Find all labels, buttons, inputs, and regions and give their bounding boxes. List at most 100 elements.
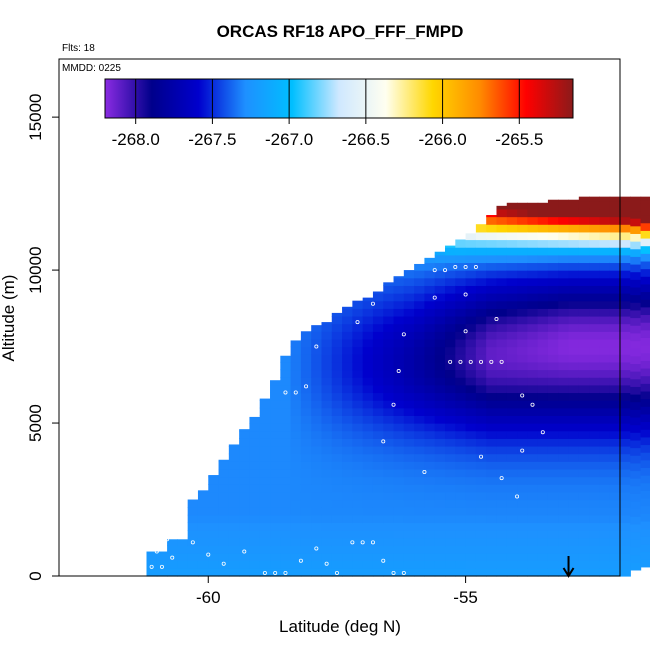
heatmap-cell — [558, 377, 570, 386]
heatmap-cell — [259, 407, 271, 416]
heatmap-cell — [486, 216, 498, 225]
heatmap-cell — [517, 438, 528, 447]
heatmap-cell — [537, 377, 549, 386]
heatmap-cell — [228, 568, 240, 577]
heatmap-cell — [568, 315, 580, 325]
heatmap-cell — [321, 537, 333, 547]
heatmap-cell — [506, 247, 518, 256]
heatmap-cell — [537, 484, 549, 493]
heatmap-cell — [517, 293, 528, 302]
heatmap-cell — [249, 438, 261, 447]
heatmap-cell — [486, 346, 498, 355]
observation-point — [283, 390, 288, 395]
heatmap-cell — [259, 461, 271, 470]
heatmap-cell — [239, 438, 251, 447]
heatmap-cell — [342, 484, 353, 493]
heatmap-cell — [372, 430, 384, 439]
heatmap-cell — [331, 461, 343, 470]
heatmap-cell — [486, 231, 498, 241]
heatmap-cell — [259, 560, 271, 569]
heatmap-cell — [455, 568, 467, 577]
heatmap-cell — [609, 196, 621, 202]
heatmap-cell — [187, 530, 199, 539]
heatmap-cell — [403, 323, 415, 332]
heatmap-cell — [403, 377, 415, 386]
observation-point — [499, 476, 504, 481]
heatmap-cell — [609, 346, 621, 355]
heatmap-cell — [393, 491, 405, 501]
heatmap-cell — [558, 315, 570, 325]
y-tick-label: 0 — [26, 571, 45, 580]
heatmap-cell — [640, 444, 650, 453]
heatmap-cell — [517, 254, 528, 264]
observation-point — [381, 558, 386, 563]
heatmap-cell — [321, 407, 333, 416]
heatmap-cell — [311, 407, 323, 416]
heatmap-cell — [517, 445, 528, 455]
heatmap-cell — [475, 392, 487, 401]
heatmap-cell — [620, 423, 631, 432]
heatmap-cell — [403, 338, 415, 348]
heatmap-cell — [558, 285, 570, 294]
heatmap-cell — [537, 285, 549, 294]
heatmap-cell — [156, 553, 168, 562]
heatmap-cell — [445, 285, 456, 294]
heatmap-cell — [589, 423, 601, 432]
heatmap-cell — [599, 507, 611, 516]
heatmap-cell — [177, 553, 189, 562]
heatmap-cell — [578, 507, 590, 516]
heatmap-cell — [362, 315, 374, 325]
heatmap-cell — [445, 415, 456, 424]
heatmap-cell — [311, 369, 323, 378]
heatmap-cell — [228, 476, 240, 485]
heatmap-cell — [599, 560, 611, 569]
heatmap-cell — [640, 436, 650, 446]
heatmap-cell — [383, 338, 395, 348]
heatmap-cell — [475, 476, 487, 485]
heatmap-cell — [620, 201, 631, 210]
heatmap-cell — [599, 423, 611, 432]
heatmap-cell — [362, 522, 374, 531]
heatmap-cell — [331, 545, 343, 554]
heatmap-cell — [465, 361, 477, 371]
heatmap-cell — [455, 423, 467, 432]
heatmap-cell — [403, 476, 415, 485]
heatmap-cell — [270, 522, 281, 531]
heatmap-cell — [517, 285, 528, 294]
heatmap-cell — [270, 537, 281, 547]
heatmap-cell — [558, 308, 570, 317]
heatmap-cell — [630, 218, 642, 227]
heatmap-cell — [290, 354, 302, 363]
heatmap-cell — [568, 384, 580, 394]
heatmap-cell — [609, 415, 621, 424]
heatmap-cell — [249, 545, 261, 554]
heatmap-cell — [547, 208, 559, 218]
heatmap-cell — [558, 369, 570, 378]
heatmap-cell — [609, 285, 621, 294]
heatmap-cell — [620, 438, 631, 447]
heatmap-cell — [620, 400, 631, 409]
heatmap-cell — [362, 407, 374, 416]
heatmap-cell — [455, 346, 467, 355]
heatmap-cell — [383, 514, 395, 524]
heatmap-cell — [331, 476, 343, 485]
heatmap-cell — [362, 384, 374, 394]
heatmap-cell — [558, 468, 570, 478]
heatmap-cell — [547, 568, 559, 577]
heatmap-cell — [630, 248, 642, 257]
heatmap-cell — [239, 484, 251, 493]
heatmap-cell — [496, 468, 508, 478]
heatmap-cell — [547, 400, 559, 409]
heatmap-cell — [383, 384, 395, 394]
heatmap-cell — [300, 553, 312, 562]
heatmap-cell — [403, 277, 415, 286]
heatmap-cell — [537, 400, 549, 409]
heatmap-cell — [465, 354, 477, 363]
heatmap-cell — [486, 468, 498, 478]
heatmap-cell — [270, 445, 281, 455]
heatmap-cell — [475, 522, 487, 531]
heatmap-cell — [445, 270, 456, 279]
heatmap-cell — [506, 468, 518, 478]
heatmap-cell — [630, 202, 642, 212]
heatmap-cell — [558, 476, 570, 485]
